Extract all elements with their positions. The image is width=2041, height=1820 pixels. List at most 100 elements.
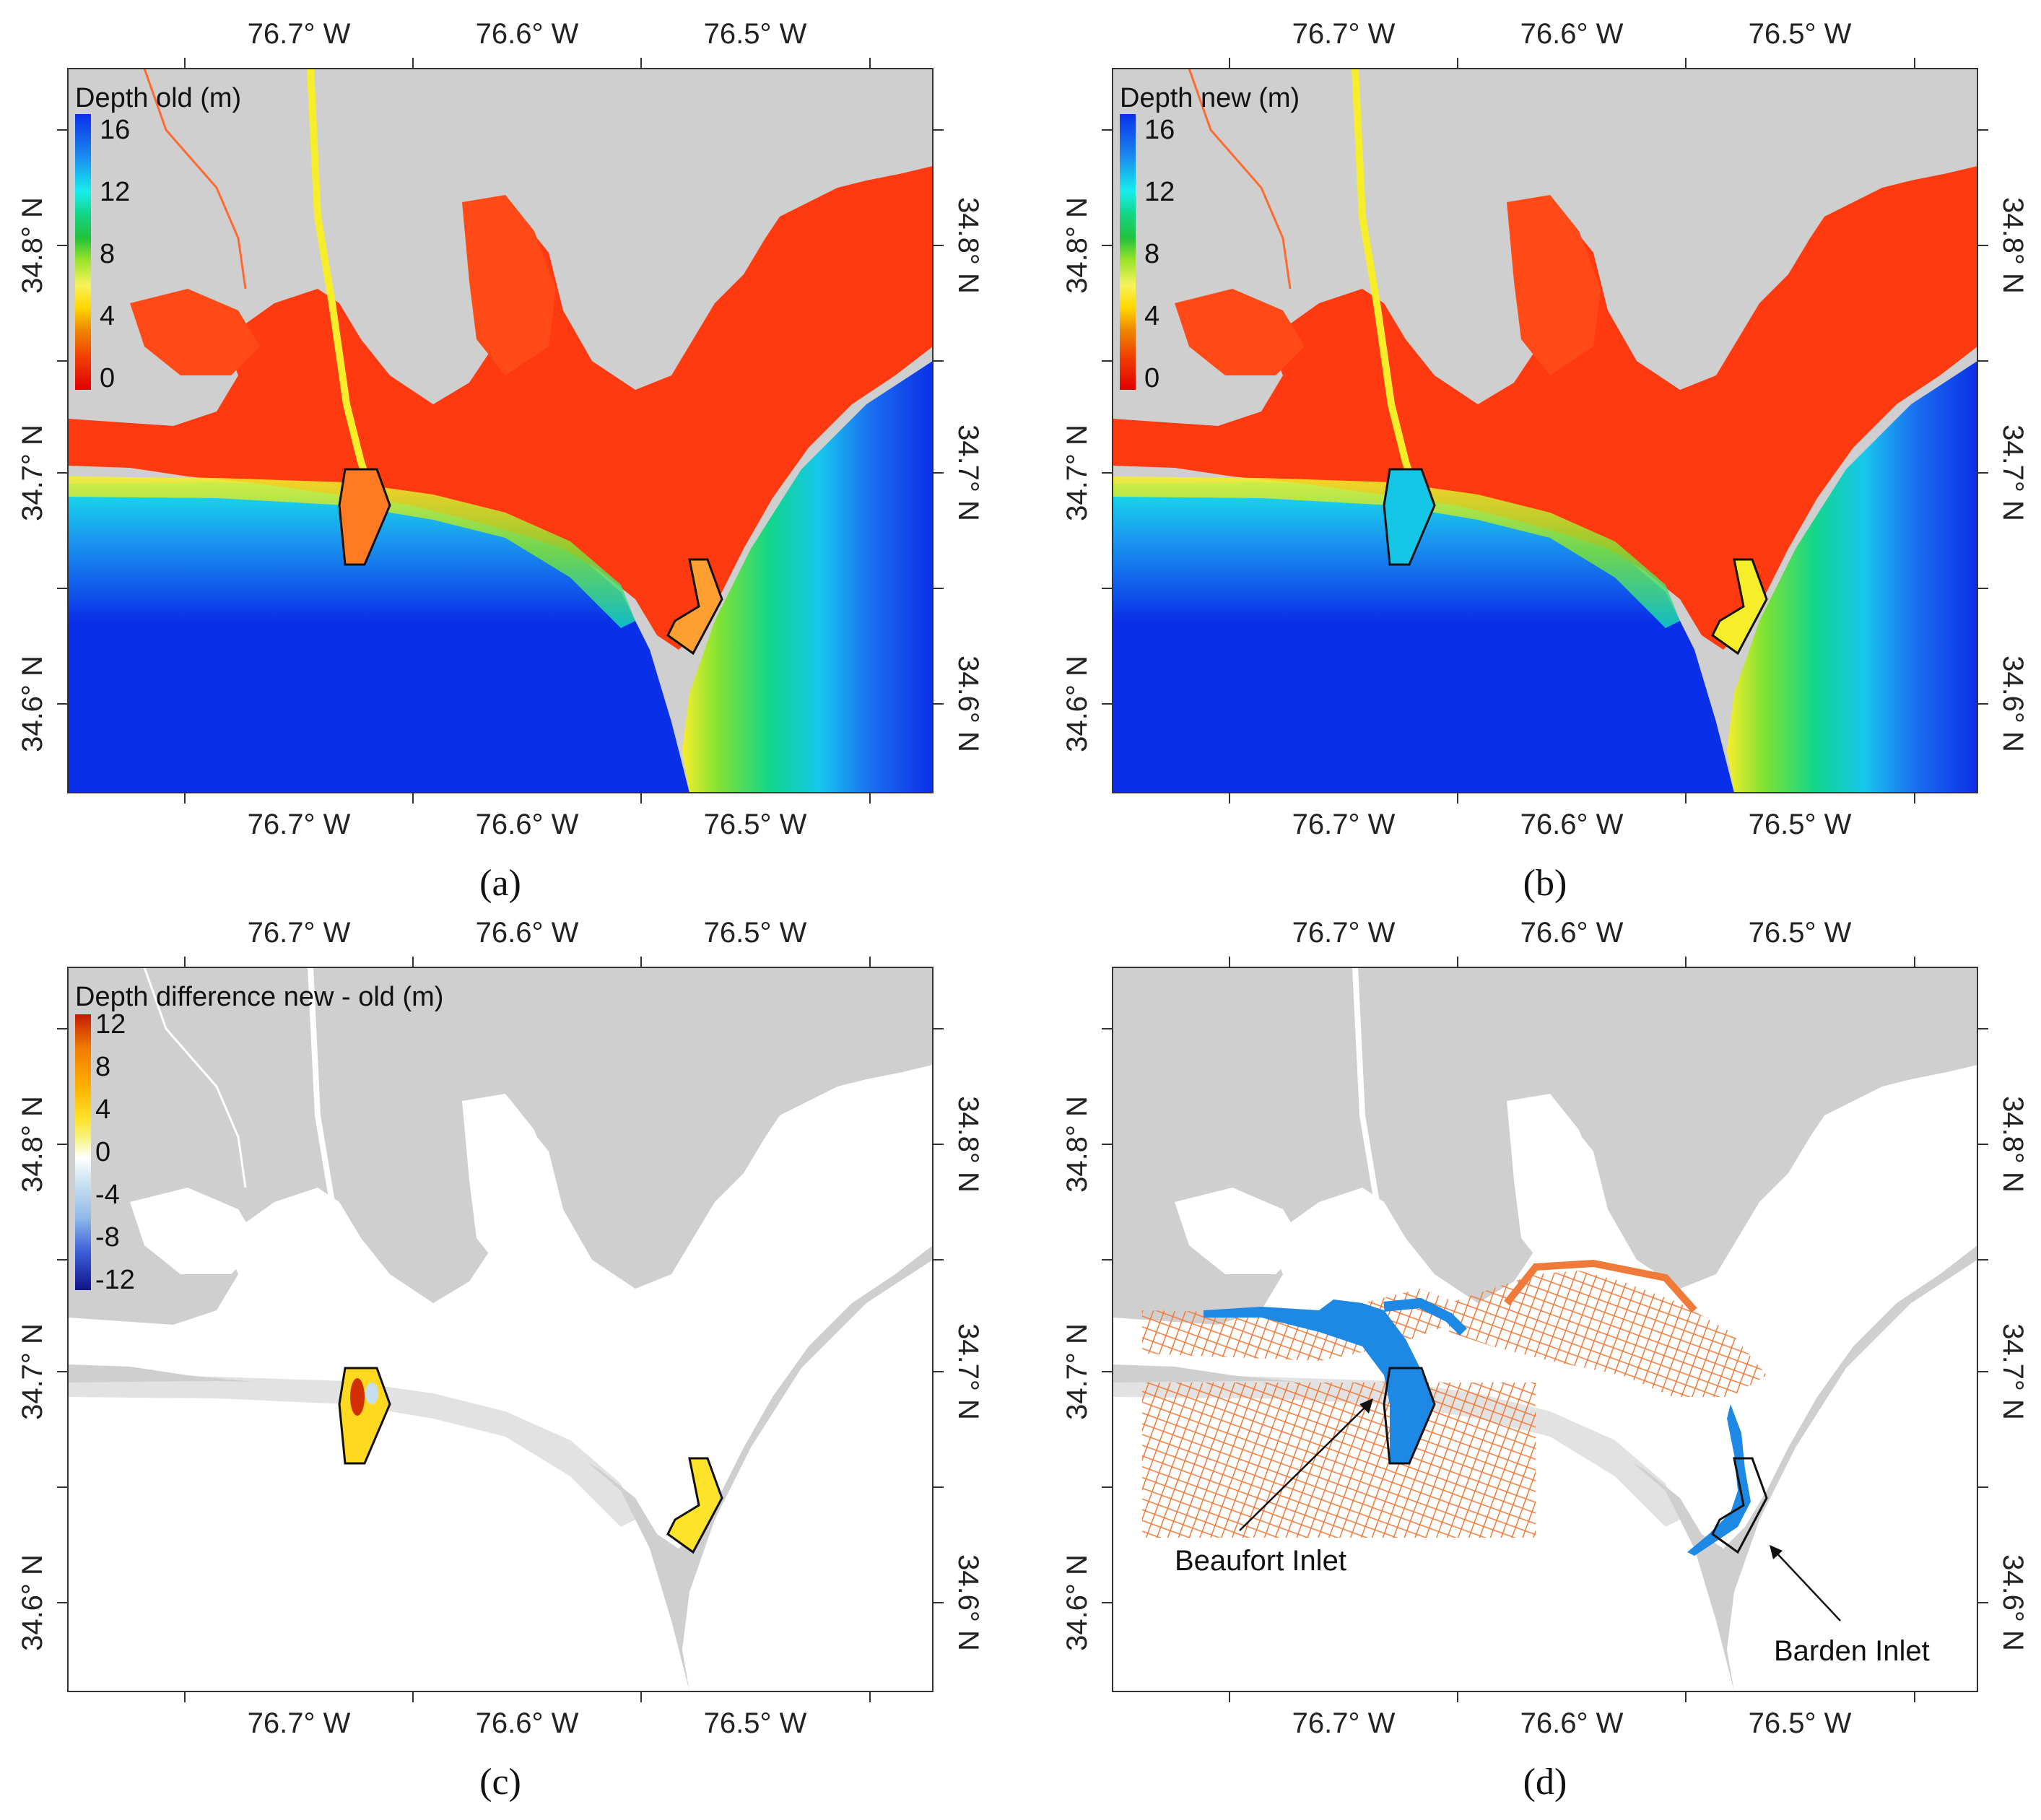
legend-tick: 0	[95, 1137, 110, 1167]
lat-label-right: 34.8° N	[952, 1096, 984, 1193]
legend-title: Depth new (m)	[1120, 83, 1300, 113]
map-frame	[67, 967, 934, 1692]
lat-label-left: 34.6° N	[1061, 656, 1093, 752]
tick-marks	[57, 58, 944, 804]
lon-label-bottom: 76.5° W	[1749, 1707, 1852, 1739]
legend-tick: 12	[1144, 177, 1175, 207]
beaufort-inlet-polygon	[1383, 468, 1436, 566]
survey-map	[1113, 967, 1977, 1691]
lat-label-right: 34.7° N	[952, 424, 984, 521]
legend-title: Depth old (m)	[75, 83, 241, 113]
tick-marks	[1102, 957, 1988, 1702]
survey-tracks-new	[1687, 1404, 1751, 1556]
lon-label-bottom: 76.5° W	[1749, 809, 1852, 840]
panel-caption: (a)	[479, 863, 521, 904]
legend-tick: 8	[1144, 239, 1159, 269]
lat-label-right: 34.6° N	[1997, 656, 2029, 752]
lon-label-bottom: 76.5° W	[704, 809, 807, 840]
legend-tick: 12	[95, 1009, 126, 1040]
legend-tick: 16	[1144, 115, 1175, 145]
lat-label-right: 34.7° N	[1997, 1323, 2029, 1420]
barden-inlet-polygon	[1711, 558, 1768, 656]
tick-marks	[57, 957, 944, 1702]
annotations: Beaufort Inlet Barden Inlet	[1175, 1398, 1930, 1667]
legend-tick: 16	[100, 115, 130, 145]
arrow-head-icon	[1359, 1398, 1373, 1414]
lon-label-bottom: 76.6° W	[476, 809, 579, 840]
beaufort-inlet-label: Beaufort Inlet	[1175, 1545, 1346, 1577]
legend: Depth difference new - old (m) 12 8 4 0 …	[75, 982, 443, 1295]
panel-caption: (c)	[479, 1762, 521, 1803]
legend-tick: -12	[95, 1265, 135, 1295]
panel-c: Depth difference new - old (m) 12 8 4 0 …	[17, 917, 984, 1803]
legend-tick: 4	[1144, 301, 1159, 331]
lat-label-right: 34.6° N	[952, 1554, 984, 1651]
tick-marks	[1102, 58, 1988, 804]
beaufort-inlet-polygon	[338, 468, 391, 566]
legend-color-bar	[1120, 114, 1136, 390]
lat-label-right: 34.7° N	[1997, 424, 2029, 521]
lat-label-right: 34.6° N	[952, 656, 984, 752]
barden-inlet-polygon	[666, 558, 723, 656]
lat-label-right: 34.7° N	[952, 1323, 984, 1420]
lon-label-top: 76.6° W	[1520, 917, 1624, 949]
lat-label-left: 34.8° N	[17, 197, 48, 294]
lon-label-bottom: 76.6° W	[1520, 1707, 1624, 1739]
barden-arrow	[1773, 1549, 1841, 1621]
lat-label-left: 34.7° N	[17, 1323, 48, 1420]
legend: Depth new (m) 16 12 8 4 0	[1120, 83, 1300, 393]
lon-label-bottom: 76.7° W	[1292, 809, 1396, 840]
lon-label-top: 76.7° W	[1292, 917, 1396, 949]
legend-tick: 4	[95, 1094, 110, 1125]
legend: Depth old (m) 16 12 8 4 0	[75, 83, 241, 393]
panel-caption: (d)	[1523, 1762, 1567, 1803]
legend-tick: 8	[95, 1052, 110, 1082]
survey-tracks-new	[1204, 1299, 1435, 1463]
lon-label-top: 76.5° W	[704, 917, 807, 949]
legend-color-bar	[75, 1014, 91, 1290]
lon-label-top: 76.7° W	[248, 18, 351, 50]
lon-label-top: 76.6° W	[1520, 18, 1624, 50]
lat-label-right: 34.6° N	[1997, 1554, 2029, 1651]
lon-label-top: 76.5° W	[704, 18, 807, 50]
legend-title: Depth difference new - old (m)	[75, 982, 443, 1012]
beaufort-inlet-polygon	[1383, 1367, 1436, 1465]
lat-label-left: 34.8° N	[1061, 197, 1093, 294]
lat-label-left: 34.6° N	[17, 656, 48, 752]
lat-label-left: 34.7° N	[17, 424, 48, 521]
panel-b: Depth new (m) 16 12 8 4 0 76.7° W 76.6° …	[1061, 18, 2029, 904]
lon-label-top: 76.6° W	[476, 18, 579, 50]
lat-label-left: 34.7° N	[1061, 424, 1093, 521]
map-frame	[1112, 967, 1978, 1692]
lon-label-top: 76.7° W	[1292, 18, 1396, 50]
legend-tick: 0	[100, 363, 115, 393]
lon-label-bottom: 76.7° W	[1292, 1707, 1396, 1739]
panel-d: Beaufort Inlet Barden Inlet 76.7° W 76.6…	[1061, 917, 2029, 1803]
lat-label-right: 34.8° N	[952, 197, 984, 294]
map-frame	[67, 68, 934, 793]
lat-label-left: 34.8° N	[17, 1096, 48, 1193]
map-frame	[1112, 68, 1978, 793]
lon-label-top: 76.6° W	[476, 917, 579, 949]
legend-tick: -4	[95, 1180, 120, 1210]
lat-label-left: 34.8° N	[1061, 1096, 1093, 1193]
difference-map	[68, 967, 933, 1691]
depth-map	[1113, 68, 1977, 793]
lon-label-bottom: 76.6° W	[1520, 809, 1624, 840]
survey-tracks-old	[1449, 1271, 1767, 1397]
barden-inlet-polygon	[1711, 1457, 1768, 1554]
lon-label-bottom: 76.6° W	[476, 1707, 579, 1739]
legend-color-bar	[75, 114, 91, 390]
panel-a: Depth old (m) 16 12 8 4 0 76.7° W 76.6° …	[17, 18, 984, 904]
lon-label-bottom: 76.7° W	[248, 1707, 351, 1739]
beaufort-arrow	[1239, 1403, 1369, 1531]
lon-label-bottom: 76.5° W	[704, 1707, 807, 1739]
barden-inlet-polygon	[666, 1457, 723, 1554]
lon-label-bottom: 76.7° W	[248, 809, 351, 840]
legend-tick: -8	[95, 1222, 120, 1253]
lat-label-left: 34.6° N	[17, 1554, 48, 1651]
depth-map	[68, 68, 933, 793]
legend-tick: 4	[100, 301, 115, 331]
lat-label-right: 34.8° N	[1997, 1096, 2029, 1193]
lat-label-left: 34.6° N	[1061, 1554, 1093, 1651]
